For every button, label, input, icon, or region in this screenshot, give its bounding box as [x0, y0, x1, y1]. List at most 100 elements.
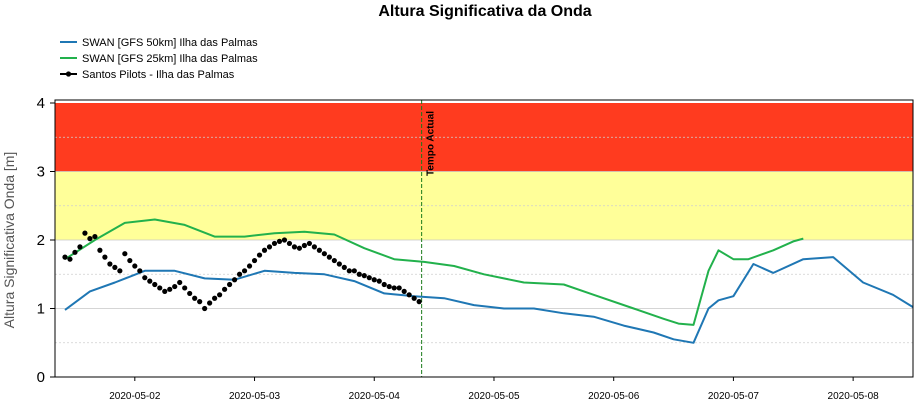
data-point	[281, 237, 288, 243]
data-point	[82, 230, 88, 236]
data-point	[316, 247, 322, 253]
data-point	[411, 295, 417, 301]
data-point	[157, 285, 163, 291]
data-point	[371, 277, 377, 283]
data-point	[416, 299, 422, 305]
x-tick-label: 2020-05-06	[588, 391, 640, 402]
data-point	[236, 271, 243, 277]
data-point	[406, 292, 412, 298]
data-point	[192, 295, 198, 301]
series-line-1	[64, 218, 804, 326]
legend-label-2: Santos Pilots - Ilha das Palmas	[82, 69, 235, 81]
data-point	[366, 275, 372, 281]
data-point	[396, 285, 402, 291]
data-point	[276, 238, 283, 244]
data-point	[212, 295, 218, 301]
current-time-marker: Tempo Actual	[421, 100, 437, 377]
data-point	[246, 263, 253, 269]
data-point	[62, 254, 68, 260]
x-tick-label: 2020-05-07	[708, 391, 760, 402]
x-tick-label: 2020-05-05	[468, 391, 520, 402]
data-point	[226, 281, 233, 288]
legend-label-0: SWAN [GFS 50km] Ilha das Palmas	[82, 37, 258, 49]
data-point	[331, 257, 337, 264]
data-point	[102, 254, 108, 260]
data-point	[391, 285, 397, 291]
data-point	[72, 249, 78, 255]
y-tick-label: 4	[37, 95, 45, 112]
data-point	[376, 278, 382, 284]
data-point	[162, 288, 168, 294]
data-point	[256, 252, 263, 258]
data-point	[77, 244, 83, 250]
y-axis-label: Altura Significativa Onda [m]	[1, 152, 17, 329]
data-point	[132, 263, 138, 269]
data-point	[87, 236, 93, 242]
x-axis: 2020-05-02 2020-05-03 2020-05-04 2020-05-05…	[109, 377, 879, 402]
y-axis: 0 1 2 3 4	[37, 95, 55, 386]
data-point	[266, 244, 273, 250]
data-point	[326, 254, 332, 260]
data-point	[306, 240, 313, 247]
data-point	[172, 283, 178, 290]
data-point	[386, 283, 392, 290]
data-point	[182, 285, 188, 291]
plot-frame	[54, 99, 914, 378]
data-point	[351, 268, 357, 274]
data-point	[202, 305, 208, 312]
data-point	[271, 240, 278, 247]
data-point	[187, 290, 193, 297]
data-point	[152, 281, 158, 288]
x-tick-label: 2020-05-03	[229, 391, 281, 402]
data-point	[222, 286, 228, 292]
legend-marker-2	[65, 71, 72, 77]
y-tick-label: 2	[37, 232, 45, 249]
data-point	[356, 271, 362, 277]
data-point	[311, 244, 317, 250]
data-point	[401, 288, 407, 294]
data-point	[251, 257, 258, 264]
data-point	[321, 251, 327, 257]
y-tick-label: 0	[37, 369, 45, 386]
data-point	[381, 281, 387, 288]
data-point	[117, 268, 123, 274]
data-point	[67, 256, 73, 262]
now-label: Tempo Actual	[426, 111, 437, 176]
data-point	[217, 292, 223, 298]
series-line-0	[64, 256, 914, 344]
data-point	[291, 244, 298, 250]
data-point	[341, 264, 347, 270]
data-point	[301, 242, 308, 249]
chart-title: Altura Significativa da Onda	[378, 3, 591, 20]
data-point	[122, 251, 128, 257]
x-tick-label: 2020-05-04	[349, 391, 401, 402]
data-point	[147, 278, 153, 284]
data-point	[142, 275, 148, 281]
data-point	[207, 300, 213, 306]
data-point	[127, 257, 133, 264]
data-point	[346, 268, 352, 274]
data-point	[177, 279, 183, 286]
data-point	[296, 245, 303, 251]
data-point	[231, 277, 238, 283]
data-point	[241, 268, 248, 274]
data-point	[197, 299, 203, 305]
data-point	[137, 268, 143, 274]
legend: SWAN [GFS 50km] Ilha das Palmas SWAN [GFS…	[60, 37, 258, 81]
data-point	[361, 273, 367, 279]
y-tick-label: 3	[37, 164, 45, 181]
data-point	[167, 286, 173, 292]
data-point	[261, 247, 268, 253]
data-point	[112, 264, 118, 270]
data-point	[107, 261, 113, 267]
y-tick-label: 1	[37, 301, 45, 318]
data-point	[92, 233, 98, 240]
data-point	[286, 240, 293, 247]
data-point	[97, 247, 103, 253]
data-point	[336, 261, 342, 267]
legend-label-1: SWAN [GFS 25km] Ilha das Palmas	[82, 53, 258, 65]
x-tick-label: 2020-05-08	[828, 391, 880, 402]
x-tick-label: 2020-05-02	[109, 391, 161, 402]
series-layer	[62, 218, 914, 344]
